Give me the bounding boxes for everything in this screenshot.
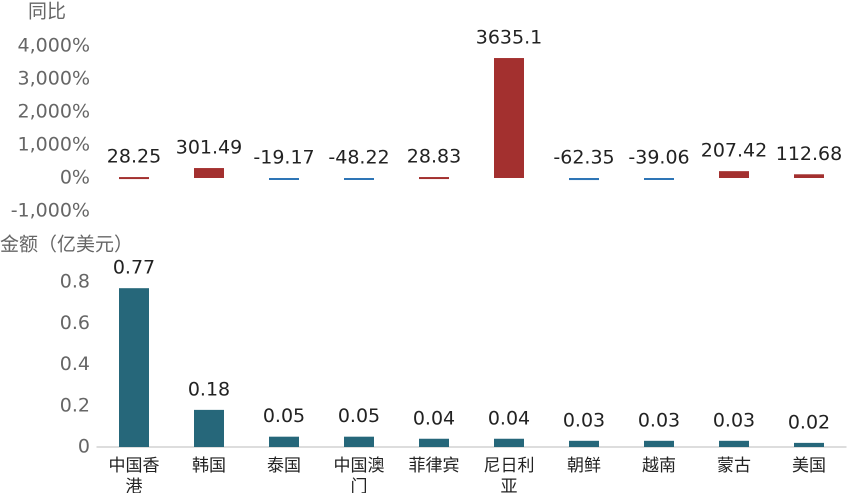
x-tick-label: 朝鲜 [567,456,601,476]
bar [569,440,599,447]
data-label: 207.42 [701,140,767,162]
y-tick-label: 0% [60,167,90,189]
data-label: -39.06 [628,147,689,169]
x-tick-label: 泰国 [267,456,301,476]
y-tick-label: 2,000% [18,101,90,123]
bar [419,177,449,180]
bar [494,58,524,178]
bar [194,168,224,178]
data-label: 0.03 [563,409,605,431]
bar [719,171,749,178]
bar [494,438,524,447]
data-label: 0.02 [788,411,830,433]
data-label: 0.77 [113,257,155,279]
bar [644,440,674,447]
y-tick-label: 0.6 [60,312,90,334]
y-axis-title: 同比 [28,1,66,23]
data-label: 0.18 [188,378,230,400]
bar [344,436,374,447]
bar [269,436,299,447]
data-label: 0.03 [713,409,755,431]
x-tick-label: 中国澳门 [334,456,385,493]
x-tick-label: 韩国 [192,456,226,476]
x-tick-label: 尼日利亚 [484,456,535,493]
bar [569,178,599,181]
data-label: 0.04 [413,407,455,429]
data-label: 112.68 [776,143,842,165]
y-tick-label: 0.4 [60,353,90,375]
bar [344,178,374,180]
y-tick-label: 4,000% [18,35,90,57]
bar [119,177,149,180]
y-tick-label: 1,000% [18,134,90,156]
data-label: 0.05 [338,405,380,427]
data-label: 3635.1 [476,27,542,49]
x-tick-label: 蒙古 [717,456,751,476]
y-tick-label: 0.8 [60,271,90,293]
x-tick-label: 越南 [642,456,676,476]
data-label: 0.03 [638,409,680,431]
bar [794,442,824,447]
data-label: 0.05 [263,405,305,427]
bar [194,409,224,447]
data-label: 28.83 [407,146,461,168]
data-label: -19.17 [253,147,314,169]
y-tick-label: 0.2 [60,394,90,416]
bar [644,178,674,180]
bar [719,440,749,447]
bar [269,178,299,180]
x-tick-label: 美国 [792,456,826,476]
bar [794,174,824,178]
y-tick-label: 3,000% [18,68,90,90]
x-tick-label: 菲律宾 [409,456,460,476]
y-tick-label: 0 [78,436,90,458]
y-tick-label: -1,000% [11,200,90,222]
data-label: -62.35 [553,147,614,169]
x-tick-label: 中国香港 [109,456,160,493]
data-label: 301.49 [176,137,242,159]
y-axis-title: 金额（亿美元） [0,234,133,256]
data-label: 28.25 [107,146,161,168]
bar [119,288,149,447]
data-label: -48.22 [328,147,389,169]
bar [419,438,449,447]
data-label: 0.04 [488,407,530,429]
